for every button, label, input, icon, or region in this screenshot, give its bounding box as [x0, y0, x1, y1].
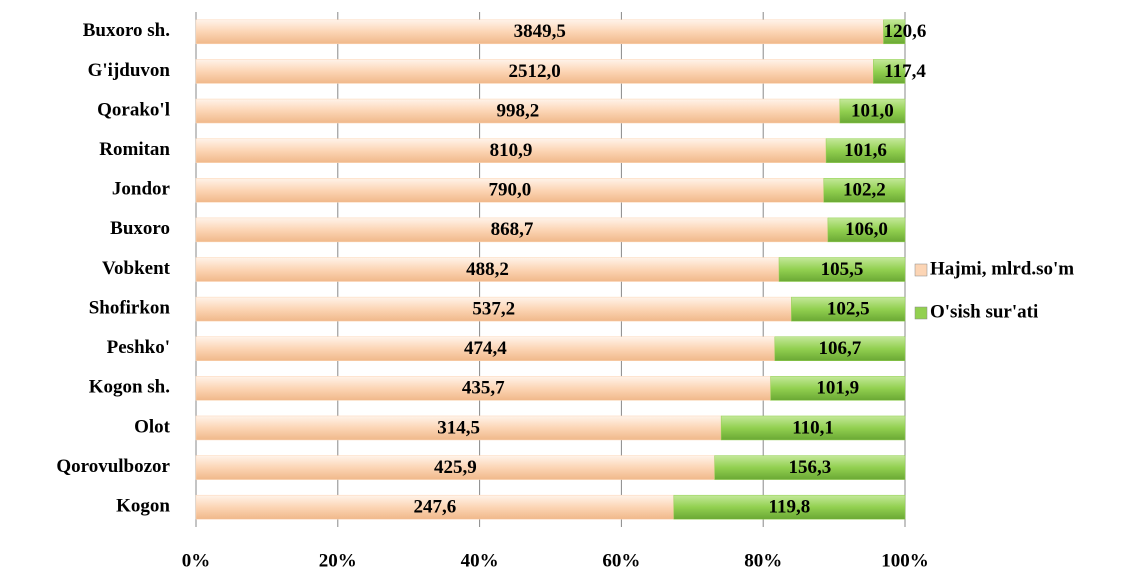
data-label: 119,8	[769, 497, 811, 518]
x-tick-label: 20%	[319, 550, 357, 571]
bar-segment	[195, 296, 792, 322]
category-label: G'ijduvon	[88, 60, 171, 81]
data-label: 810,9	[490, 140, 533, 161]
bar-segment	[883, 19, 906, 45]
data-label: 435,7	[462, 378, 505, 399]
bar-segment	[673, 494, 906, 520]
data-label: 998,2	[497, 100, 540, 121]
bar-segment	[195, 59, 874, 84]
data-label: 117,4	[884, 61, 926, 82]
bar-segment	[195, 19, 884, 45]
data-label: 790,0	[489, 180, 532, 201]
bar-segment	[791, 296, 906, 322]
bar-segment	[195, 494, 675, 520]
bar-segment	[195, 98, 841, 124]
bar-segment	[839, 98, 906, 124]
category-label: Buxoro	[110, 218, 170, 239]
x-tick-label: 60%	[602, 550, 640, 571]
bar-segment	[195, 138, 827, 163]
data-label: 425,9	[434, 457, 477, 478]
data-label: 106,7	[819, 338, 862, 359]
bar-segment	[195, 336, 776, 361]
category-label: Romitan	[99, 139, 170, 160]
bar-segment	[195, 178, 825, 203]
category-label: Qorako'l	[97, 99, 170, 120]
category-label: Vobkent	[102, 258, 171, 279]
category-label: Kogon	[116, 496, 170, 517]
bar-segment	[825, 138, 906, 163]
data-label: 105,5	[821, 259, 864, 280]
bar-segment	[827, 217, 906, 243]
category-label: Kogon sh.	[89, 377, 170, 398]
data-label: 488,2	[466, 259, 509, 280]
bar-segment	[774, 336, 906, 361]
data-label: 102,2	[843, 180, 886, 201]
category-label: Shofirkon	[89, 297, 171, 318]
bar-segment	[778, 257, 906, 282]
bar-segment	[823, 178, 906, 203]
bar-segment	[195, 376, 771, 401]
category-label: Qorovulbozor	[56, 456, 170, 477]
bar-segment	[714, 455, 906, 480]
bar-segment	[873, 59, 906, 84]
data-label: 868,7	[491, 219, 534, 240]
x-tick-label: 100%	[881, 550, 929, 571]
data-label: 537,2	[472, 298, 515, 319]
data-label: 110,1	[792, 417, 834, 438]
legend-swatch	[914, 306, 928, 320]
data-label: 247,6	[414, 497, 457, 518]
data-label: 156,3	[788, 457, 831, 478]
data-label: 101,6	[844, 140, 887, 161]
data-label: 2512,0	[509, 61, 561, 82]
data-label: 101,9	[816, 378, 859, 399]
legend-label: O'sish sur'ati	[930, 301, 1038, 322]
x-tick-label: 0%	[182, 550, 211, 571]
category-label: Jondor	[112, 179, 171, 200]
legend-swatch	[914, 263, 928, 277]
bar-segment	[195, 217, 829, 243]
x-tick-label: 40%	[461, 550, 499, 571]
bar-segment	[770, 376, 906, 401]
category-label: Buxoro sh.	[83, 20, 170, 41]
data-label: 106,0	[845, 219, 888, 240]
data-label: 101,0	[851, 100, 894, 121]
bar-segment	[720, 415, 906, 441]
data-label: 314,5	[437, 417, 480, 438]
x-tick-label: 80%	[744, 550, 782, 571]
data-label: 120,6	[884, 21, 927, 42]
category-label: Peshko'	[107, 337, 170, 358]
category-label: Olot	[134, 416, 171, 437]
legend-label: Hajmi, mlrd.so'm	[930, 258, 1074, 279]
data-label: 3849,5	[514, 21, 566, 42]
bar-segment	[195, 455, 715, 480]
data-label: 102,5	[827, 298, 870, 319]
data-label: 474,4	[464, 338, 507, 359]
